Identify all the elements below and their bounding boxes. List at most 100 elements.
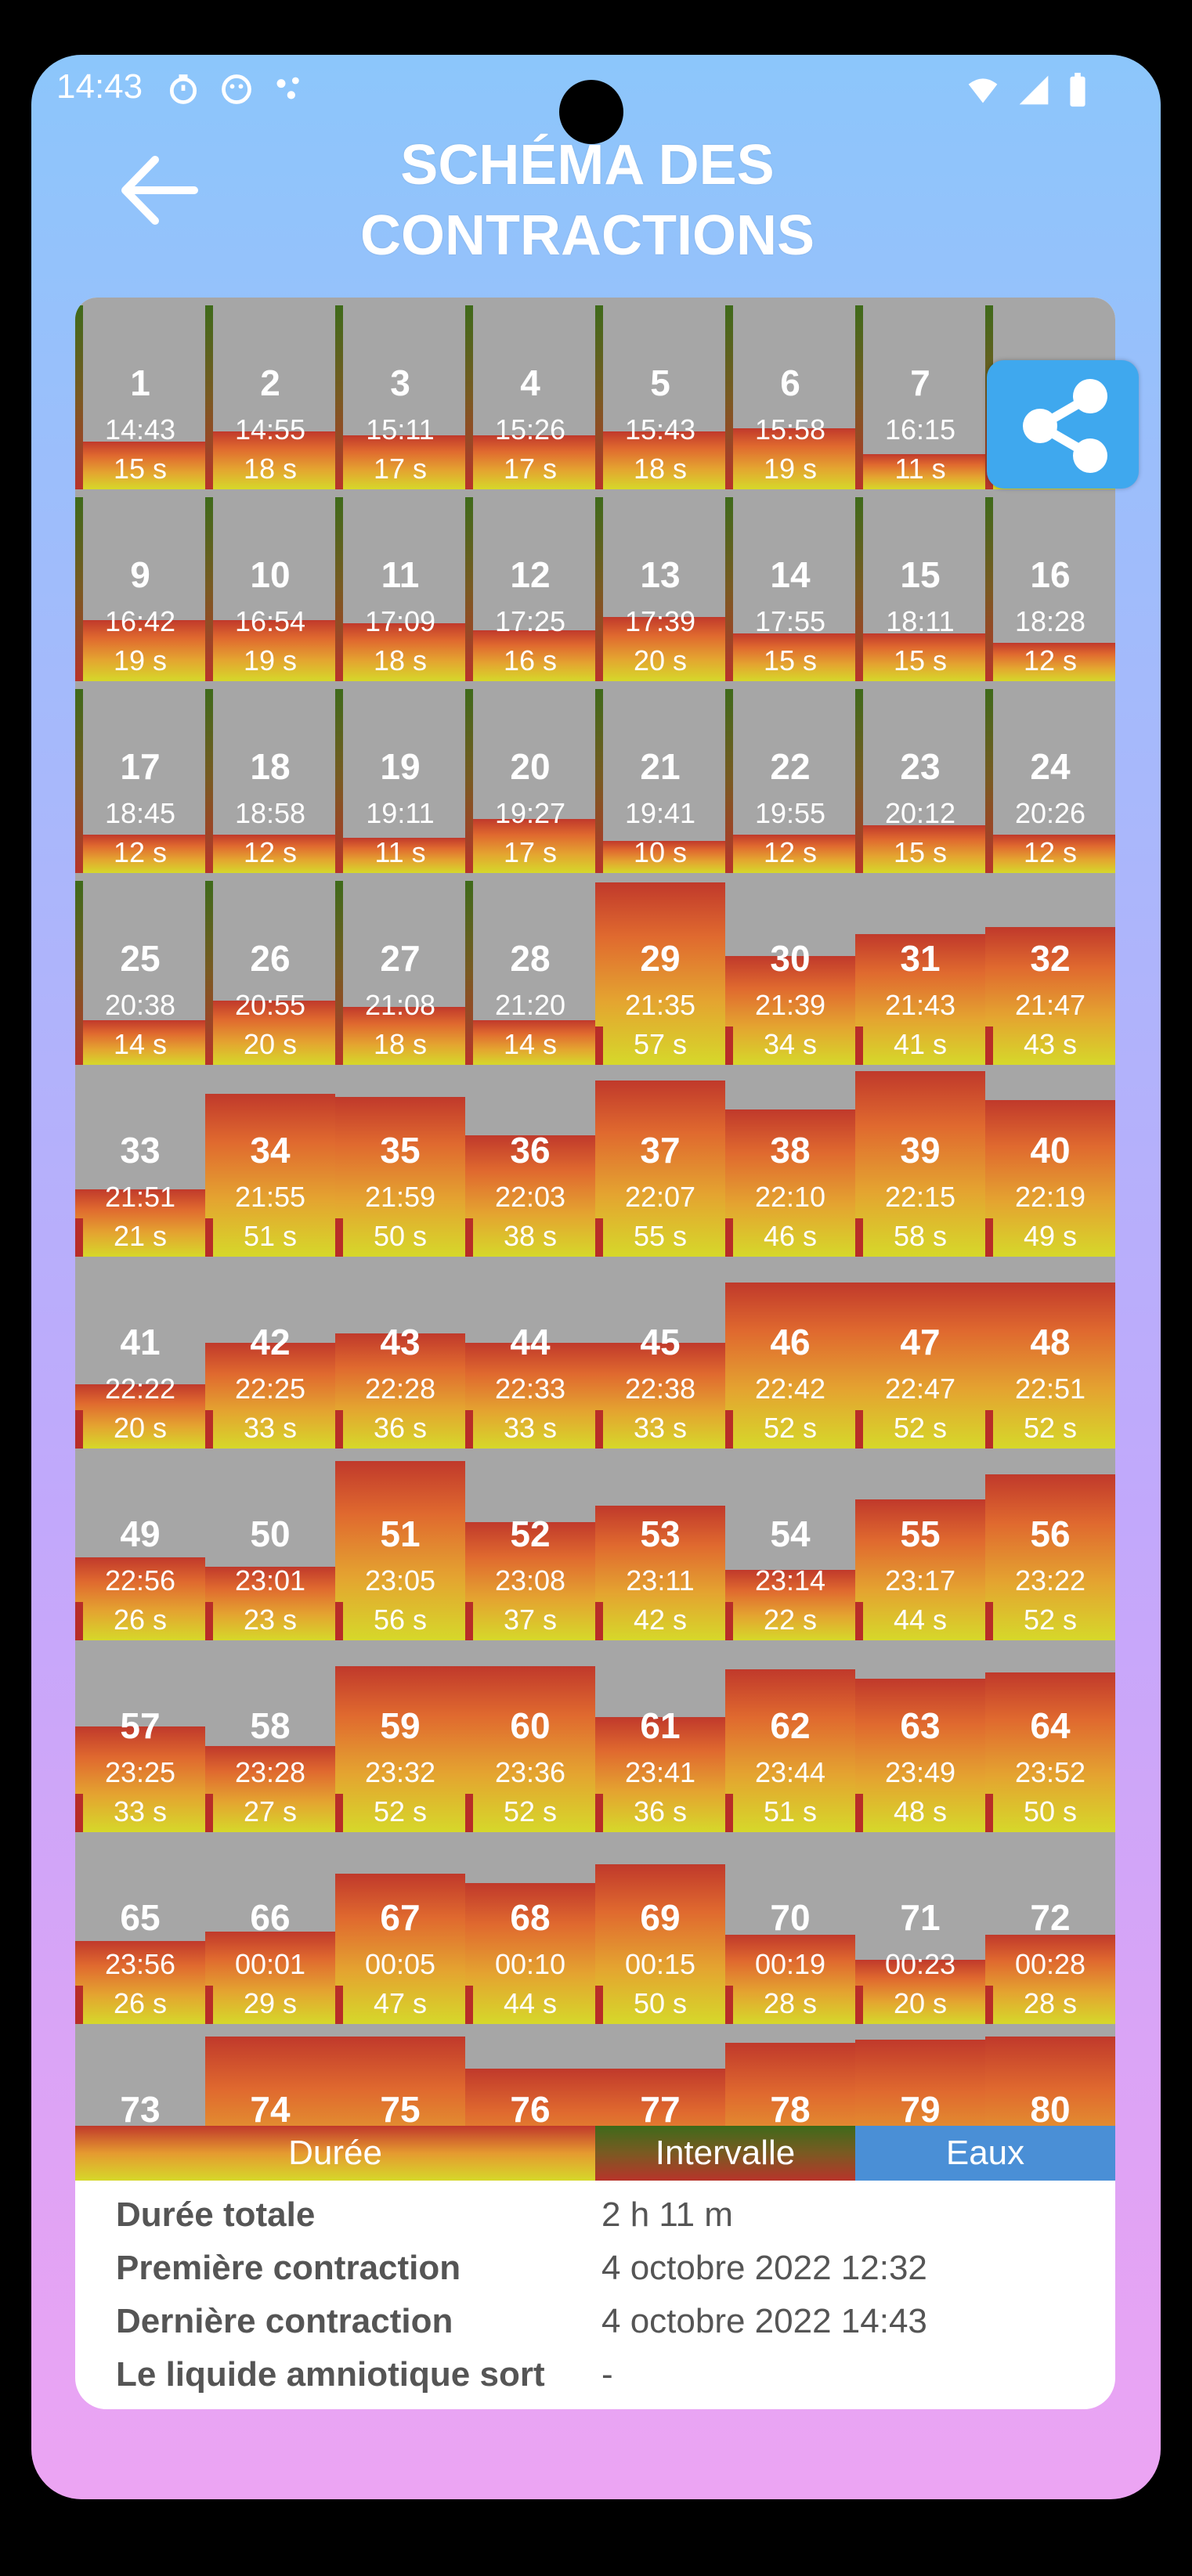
interval-bar — [465, 1602, 473, 1640]
contraction-tile[interactable]: 41 22:22 20 s — [75, 1257, 207, 1450]
duration-bar — [335, 1666, 465, 1832]
contraction-tile[interactable]: 7 16:15 11 s — [855, 298, 987, 491]
contraction-tile[interactable]: 47 22:47 52 s — [855, 1257, 987, 1450]
contraction-tile[interactable]: 42 22:25 33 s — [205, 1257, 337, 1450]
contraction-tile[interactable]: 15 18:11 15 s — [855, 489, 987, 683]
contraction-tile[interactable]: 17 18:45 12 s — [75, 681, 207, 875]
contraction-tile[interactable]: 63 23:49 48 s — [855, 1640, 987, 1834]
contraction-tile[interactable]: 34 21:55 51 s — [205, 1065, 337, 1258]
contraction-tile[interactable]: 70 00:19 28 s — [725, 1832, 857, 2026]
contraction-tile[interactable]: 2 14:55 18 s — [205, 298, 337, 491]
duration-bar — [855, 934, 985, 1065]
interval-bar — [335, 1794, 343, 1832]
contraction-number: 2 — [260, 363, 280, 403]
contraction-tile[interactable]: 49 22:56 26 s — [75, 1449, 207, 1642]
contraction-duration: 33 s — [243, 1412, 298, 1444]
contraction-tile[interactable]: 55 23:17 44 s — [855, 1449, 987, 1642]
contraction-tile[interactable]: 69 00:15 50 s — [595, 1832, 727, 2026]
contraction-tile[interactable]: 14 17:55 15 s — [725, 489, 857, 683]
contraction-tile[interactable]: 40 22:19 49 s — [985, 1065, 1115, 1258]
contraction-tile[interactable]: 37 22:07 55 s — [595, 1065, 727, 1258]
contraction-tile[interactable]: 62 23:44 51 s — [725, 1640, 857, 1834]
contraction-duration: 20 s — [633, 644, 688, 676]
contraction-tile[interactable]: 24 20:26 12 s — [985, 681, 1115, 875]
contraction-tile[interactable]: 61 23:41 36 s — [595, 1640, 727, 1834]
contraction-tile[interactable]: 65 23:56 26 s — [75, 1832, 207, 2026]
contraction-tile[interactable]: 11 17:09 18 s — [335, 489, 467, 683]
contraction-tile[interactable]: 57 23:25 33 s — [75, 1640, 207, 1834]
contraction-tile[interactable]: 46 22:42 52 s — [725, 1257, 857, 1450]
contraction-tile[interactable]: 23 20:12 15 s — [855, 681, 987, 875]
contraction-tile[interactable]: 58 23:28 27 s — [205, 1640, 337, 1834]
contraction-tile[interactable]: 77 — [595, 2024, 727, 2126]
contraction-tile[interactable]: 9 16:42 19 s — [75, 489, 207, 683]
contraction-tile[interactable]: 74 — [205, 2024, 337, 2126]
contraction-tile[interactable]: 12 17:25 16 s — [465, 489, 597, 683]
contraction-tile[interactable]: 54 23:14 22 s — [725, 1449, 857, 1642]
contraction-tile[interactable]: 32 21:47 43 s — [985, 873, 1115, 1066]
contraction-tile[interactable]: 33 21:51 21 s — [75, 1065, 207, 1258]
contraction-time: 22:56 — [104, 1564, 176, 1596]
share-button[interactable] — [987, 360, 1139, 489]
contraction-number: 49 — [120, 1513, 161, 1554]
contraction-tile[interactable]: 6 15:58 19 s — [725, 298, 857, 491]
duration-bar — [595, 841, 725, 873]
contraction-tile[interactable]: 13 17:39 20 s — [595, 489, 727, 683]
contraction-tile[interactable]: 27 21:08 18 s — [335, 873, 467, 1066]
contraction-tile[interactable]: 25 20:38 14 s — [75, 873, 207, 1066]
contraction-tile[interactable]: 68 00:10 44 s — [465, 1832, 597, 2026]
contraction-tile[interactable]: 3 15:11 17 s — [335, 298, 467, 491]
contraction-tile[interactable]: 4 15:26 17 s — [465, 298, 597, 491]
contraction-tile[interactable]: 67 00:05 47 s — [335, 1832, 467, 2026]
contraction-tile[interactable]: 60 23:36 52 s — [465, 1640, 597, 1834]
contraction-tile[interactable]: 66 00:01 29 s — [205, 1832, 337, 2026]
contraction-tile[interactable]: 64 23:52 50 s — [985, 1640, 1115, 1834]
contraction-tile[interactable]: 71 00:23 20 s — [855, 1832, 987, 2026]
interval-bar — [335, 1218, 343, 1257]
contraction-tile[interactable]: 80 — [985, 2024, 1115, 2126]
contraction-tile[interactable]: 59 23:32 52 s — [335, 1640, 467, 1834]
duration-bar — [725, 2043, 855, 2126]
contraction-tile[interactable]: 51 23:05 56 s — [335, 1449, 467, 1642]
contraction-tile[interactable]: 52 23:08 37 s — [465, 1449, 597, 1642]
duration-bar — [335, 1007, 465, 1065]
contraction-tile[interactable]: 39 22:15 58 s — [855, 1065, 987, 1258]
contraction-tile[interactable]: 79 — [855, 2024, 987, 2126]
contraction-tile[interactable]: 48 22:51 52 s — [985, 1257, 1115, 1450]
contraction-tile[interactable]: 22 19:55 12 s — [725, 681, 857, 875]
contraction-tile[interactable]: 28 21:20 14 s — [465, 873, 597, 1066]
contraction-tile[interactable]: 73 — [75, 2024, 207, 2126]
contraction-tile[interactable]: 16 18:28 12 s — [985, 489, 1115, 683]
contraction-tile[interactable]: 53 23:11 42 s — [595, 1449, 727, 1642]
contraction-tile[interactable]: 36 22:03 38 s — [465, 1065, 597, 1258]
contraction-duration: 26 s — [113, 1604, 168, 1636]
contraction-tile[interactable]: 21 19:41 10 s — [595, 681, 727, 875]
contraction-tile[interactable]: 44 22:33 33 s — [465, 1257, 597, 1450]
contraction-tile[interactable]: 29 21:35 57 s — [595, 873, 727, 1066]
contraction-tile[interactable]: 72 00:28 28 s — [985, 1832, 1115, 2026]
dots-icon — [276, 77, 299, 99]
status-time: 14:43 — [56, 67, 143, 106]
contraction-tile[interactable]: 26 20:55 20 s — [205, 873, 337, 1066]
contraction-tile[interactable]: 18 18:58 12 s — [205, 681, 337, 875]
contraction-tile[interactable]: 43 22:28 36 s — [335, 1257, 467, 1450]
contraction-tile[interactable]: 56 23:22 52 s — [985, 1449, 1115, 1642]
contraction-tile[interactable]: 50 23:01 23 s — [205, 1449, 337, 1642]
contraction-tile[interactable]: 76 — [465, 2024, 597, 2126]
contraction-tile[interactable]: 45 22:38 33 s — [595, 1257, 727, 1450]
interval-bar — [855, 305, 863, 489]
back-button[interactable] — [110, 147, 204, 233]
contraction-tile[interactable]: 19 19:11 11 s — [335, 681, 467, 875]
contraction-tile[interactable]: 20 19:27 17 s — [465, 681, 597, 875]
contraction-tile[interactable]: 30 21:39 34 s — [725, 873, 857, 1066]
contraction-tile[interactable]: 31 21:43 41 s — [855, 873, 987, 1066]
contraction-tile[interactable]: 75 — [335, 2024, 467, 2126]
contraction-tile[interactable]: 5 15:43 18 s — [595, 298, 727, 491]
contraction-tile[interactable]: 35 21:59 50 s — [335, 1065, 467, 1258]
contraction-tile[interactable]: 1 14:43 15 s — [75, 298, 207, 491]
contraction-number: 54 — [770, 1513, 811, 1554]
contraction-time: 21:59 — [364, 1181, 436, 1213]
contraction-tile[interactable]: 10 16:54 19 s — [205, 489, 337, 683]
contraction-tile[interactable]: 38 22:10 46 s — [725, 1065, 857, 1258]
contraction-tile[interactable]: 78 — [725, 2024, 857, 2126]
